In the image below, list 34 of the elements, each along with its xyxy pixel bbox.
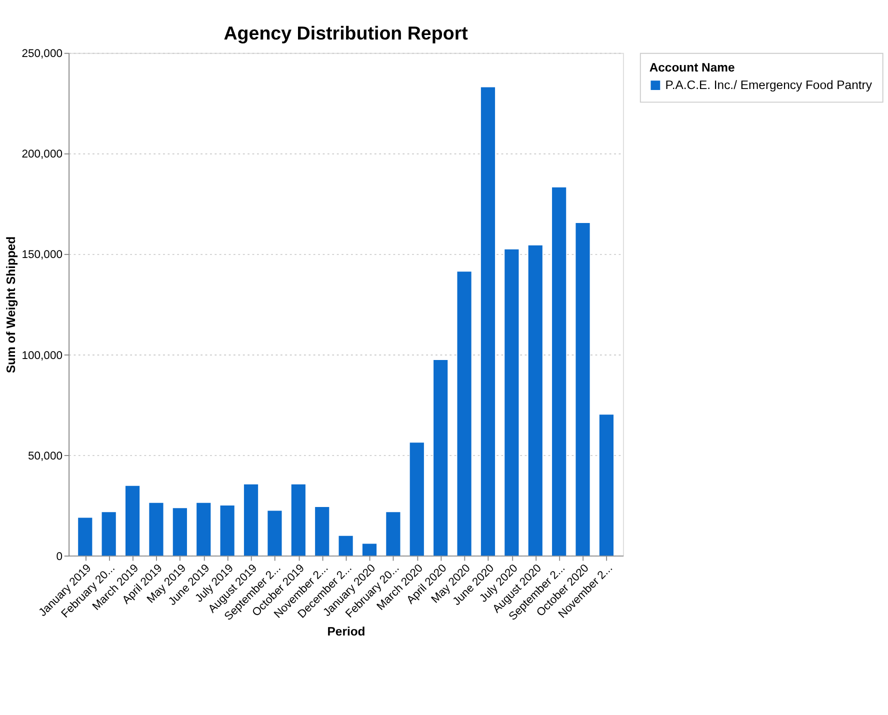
- bar: [268, 510, 282, 556]
- y-tick-label: 0: [56, 550, 62, 563]
- y-tick-label: 50,000: [28, 450, 62, 462]
- bar: [102, 512, 116, 556]
- bar: [315, 506, 330, 556]
- y-tick-label: 100,000: [22, 350, 62, 362]
- chart-title: Agency Distribution Report: [224, 22, 469, 44]
- bar: [410, 442, 424, 556]
- bar: [457, 272, 472, 556]
- bar: [552, 187, 566, 556]
- bar: [196, 502, 211, 556]
- bar: [244, 484, 258, 556]
- bar: [338, 536, 353, 556]
- bar: [576, 223, 590, 556]
- bar: [386, 512, 400, 556]
- y-tick-label: 200,000: [22, 148, 62, 161]
- bar: [480, 87, 496, 556]
- bar: [149, 502, 164, 556]
- bar: [504, 249, 519, 556]
- bar: [78, 518, 92, 556]
- x-axis-title: Period: [327, 624, 366, 638]
- bar: [291, 484, 306, 556]
- legend-title: Account Name: [649, 60, 735, 75]
- bar: [362, 544, 377, 556]
- bar: [125, 486, 140, 556]
- bar: [172, 508, 187, 556]
- bar: [599, 414, 614, 556]
- y-tick-label: 250,000: [22, 48, 62, 60]
- bar: [220, 506, 234, 556]
- y-axis-title: Sum of Weight Shipped: [4, 236, 18, 374]
- bar: [434, 360, 448, 556]
- bar: [528, 245, 542, 556]
- legend-label: P.A.C.E. Inc./ Emergency Food Pantry: [665, 78, 873, 92]
- y-tick-label: 150,000: [22, 249, 62, 262]
